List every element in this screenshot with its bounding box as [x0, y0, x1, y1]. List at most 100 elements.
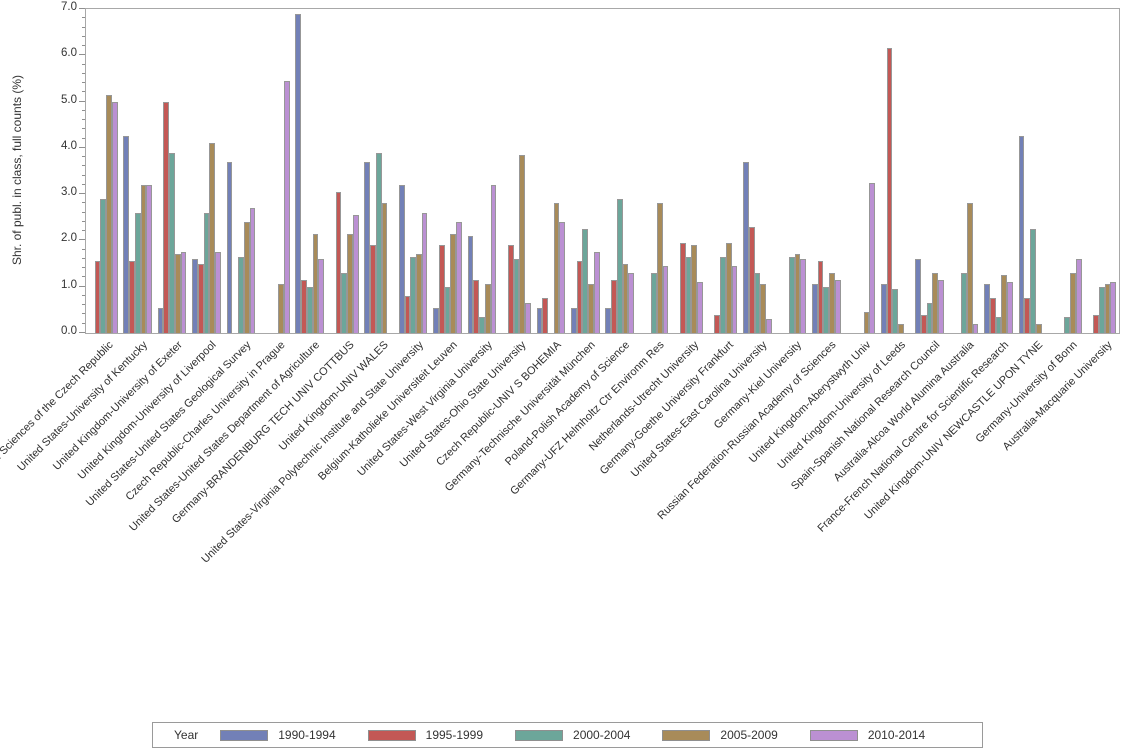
x-category-label: United States-Ohio State University	[398, 339, 529, 470]
y-minor-tick	[82, 156, 85, 158]
y-minor-tick	[82, 322, 85, 324]
legend-label: 1990-1994	[278, 728, 336, 742]
y-major-tick	[79, 54, 85, 56]
y-major-tick	[79, 146, 85, 148]
bar-2010-2014-group22	[834, 279, 841, 333]
bar-2005-2009-group2	[140, 184, 147, 333]
bar-2000-2004-group16	[616, 198, 623, 333]
bar-2000-2004-group2	[134, 212, 141, 333]
bar-2005-2009-group13	[519, 154, 526, 333]
y-minor-tick	[82, 294, 85, 296]
y-minor-tick	[82, 304, 85, 306]
y-major-tick	[79, 100, 85, 102]
bar-1990-1994-group27	[984, 284, 990, 333]
bar-2010-2014-group30	[1110, 282, 1117, 333]
legend-swatch-icon	[662, 729, 711, 741]
legend-label: 2010-2014	[867, 728, 926, 742]
bar-2010-2014-group29	[1075, 258, 1082, 333]
bar-2010-2014-group20	[766, 319, 772, 333]
bar-2005-2009-group26	[966, 203, 973, 333]
y-minor-tick	[82, 183, 85, 185]
y-minor-tick	[82, 230, 85, 232]
bar-2000-2004-group18	[685, 256, 692, 333]
x-category-label: Czech Republic-Charles University in Pra…	[123, 339, 288, 504]
bar-2010-2014-group25	[938, 279, 944, 333]
bar-1995-1999-group15	[576, 261, 583, 333]
bar-1995-1999-group27	[989, 298, 996, 333]
bar-2010-2014-group19	[731, 265, 738, 333]
y-major-tick	[79, 193, 85, 195]
bar-1995-1999-group25	[921, 314, 927, 333]
bar-2000-2004-group11	[444, 286, 451, 333]
y-minor-tick	[82, 137, 85, 139]
bar-2000-2004-group29	[1064, 316, 1071, 333]
y-major-tick	[79, 8, 85, 9]
legend-label: 2000-2004	[573, 728, 631, 742]
bar-1995-1999-group22	[817, 261, 824, 333]
bar-1995-1999-group14	[542, 298, 548, 333]
bar-1990-1994-group2	[123, 136, 130, 333]
y-tick-label: 3.0	[61, 186, 77, 199]
y-minor-tick	[82, 26, 85, 28]
bar-2005-2009-group21	[794, 254, 801, 333]
bar-2000-2004-group10	[410, 256, 416, 333]
bar-1995-1999-group30	[1093, 314, 1099, 333]
bar-1990-1994-group14	[536, 307, 543, 333]
y-minor-tick	[82, 174, 85, 176]
legend-entry-2010-2014: 2010-2014	[809, 728, 926, 742]
bar-2000-2004-group12	[479, 316, 485, 333]
legend-entry-1990-1994: 1990-1994	[220, 728, 336, 742]
bar-2005-2009-group24	[898, 323, 904, 333]
legend-label: 2005-2009	[720, 728, 778, 742]
y-tick-label: 1.0	[61, 278, 77, 291]
y-tick-label: 0.0	[61, 325, 77, 337]
bar-2005-2009-group19	[725, 242, 732, 333]
legend-swatch-icon	[220, 729, 269, 741]
y-minor-tick	[82, 248, 85, 250]
bar-2005-2009-group20	[760, 284, 767, 333]
legend-swatch-icon	[367, 729, 416, 741]
y-axis-title: Shr. of publ. in class, full counts (%)	[10, 74, 24, 266]
bar-2005-2009-group18	[691, 245, 698, 333]
bar-2010-2014-group14	[559, 221, 566, 333]
bar-2010-2014-group1	[111, 101, 118, 333]
legend-label: 1995-1999	[425, 728, 484, 742]
legend: Year 1990-1994 1995-1999 2000-2004 2005-200…	[152, 722, 983, 748]
bar-1995-1999-group3	[163, 101, 170, 333]
bar-1990-1994-group15	[570, 307, 577, 333]
y-minor-tick	[82, 72, 85, 74]
bar-2010-2014-group26	[972, 323, 979, 333]
bar-2010-2014-group27	[1007, 282, 1013, 333]
bar-2010-2014-group10	[421, 212, 428, 333]
x-category-label: United Kingdom-University of Leeds	[775, 339, 908, 472]
bar-2005-2009-group6	[278, 284, 284, 333]
y-tick-label: 7.0	[61, 1, 77, 13]
bar-1995-1999-group13	[507, 245, 514, 333]
y-minor-tick	[82, 35, 85, 37]
y-minor-tick	[82, 128, 85, 130]
bar-2000-2004-group28	[1030, 228, 1036, 333]
bar-2005-2009-group7	[312, 233, 319, 333]
bar-1990-1994-group25	[915, 258, 921, 333]
bar-2005-2009-group5	[243, 221, 250, 333]
bar-2010-2014-group8	[352, 214, 359, 333]
bar-1995-1999-group28	[1024, 298, 1031, 333]
bar-2005-2009-group8	[347, 233, 353, 333]
bar-1990-1994-group11	[433, 307, 439, 333]
bar-1990-1994-group28	[1018, 136, 1025, 333]
bar-2005-2009-group9	[381, 203, 388, 333]
bar-1990-1994-group20	[743, 161, 749, 333]
bar-2000-2004-group22	[823, 286, 830, 333]
bar-2000-2004-group25	[926, 302, 933, 333]
x-category-label: Czech Republic-UNIV S BOHEMIA	[433, 339, 564, 469]
bar-2000-2004-group27	[995, 316, 1002, 333]
bar-1995-1999-group10	[404, 295, 411, 333]
bar-2000-2004-group5	[238, 256, 244, 333]
bar-2010-2014-group4	[215, 252, 221, 333]
bar-2005-2009-group28	[1035, 323, 1042, 333]
legend-entry-2000-2004: 2000-2004	[515, 728, 630, 742]
bar-1995-1999-group1	[94, 261, 101, 333]
bar-2005-2009-group29	[1070, 272, 1076, 333]
y-minor-tick	[82, 119, 85, 121]
x-category-label: Poland-Polish Academy of Science	[503, 339, 633, 469]
